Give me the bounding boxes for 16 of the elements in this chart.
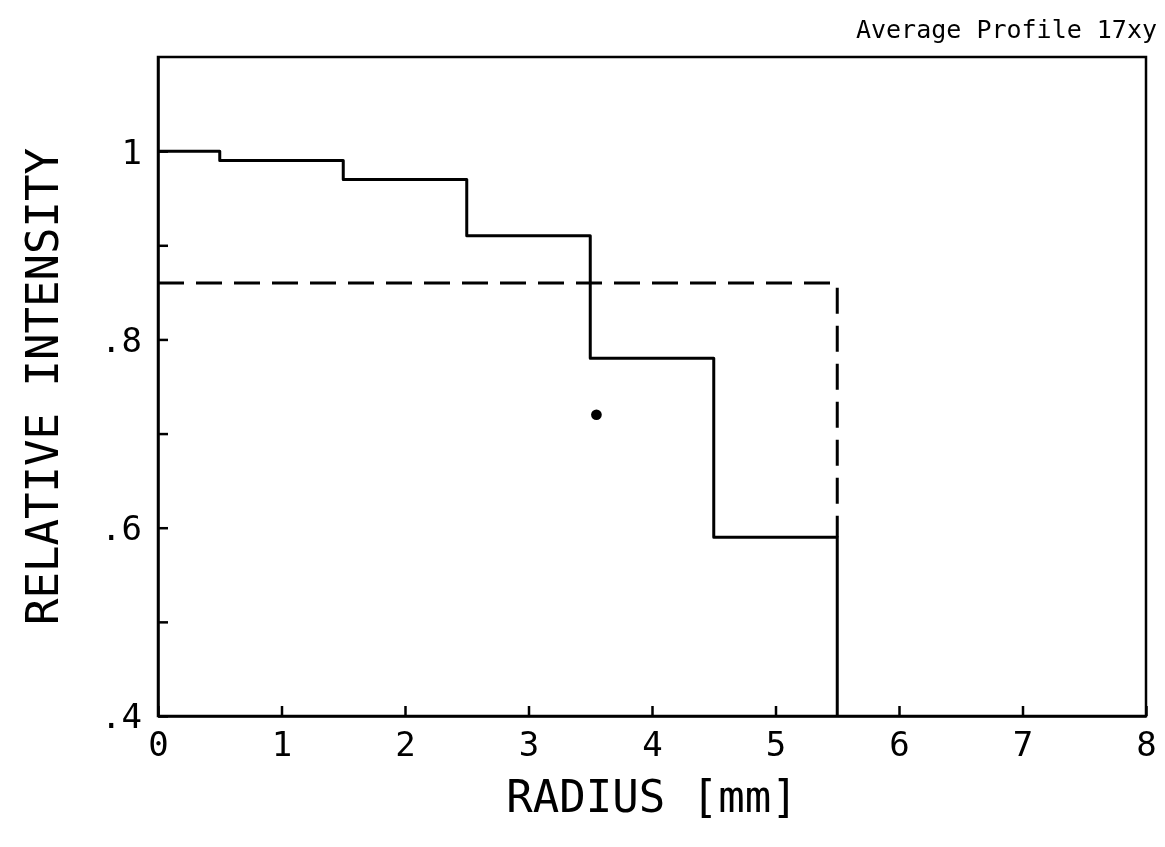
chart-title: Average Profile 17xy bbox=[855, 15, 1157, 44]
x-tick-label: 8 bbox=[1136, 724, 1157, 765]
x-tick-label: 7 bbox=[1012, 724, 1034, 765]
y-tick-label: .4 bbox=[101, 696, 142, 737]
x-tick-label: 5 bbox=[765, 724, 787, 765]
y-tick-label: 1 bbox=[121, 131, 142, 172]
x-axis-title: RADIUS [mm] bbox=[506, 771, 798, 822]
x-tick-label: 3 bbox=[518, 724, 540, 765]
x-tick-label: 2 bbox=[395, 724, 416, 765]
y-axis-title: RELATIVE INTENSITY bbox=[17, 148, 68, 625]
x-tick-label: 0 bbox=[148, 724, 169, 765]
x-tick-label: 4 bbox=[642, 724, 663, 765]
y-tick-label: .6 bbox=[101, 508, 142, 549]
x-tick-label: 1 bbox=[271, 724, 293, 765]
x-tick-label: 6 bbox=[889, 724, 910, 765]
y-tick-label: .8 bbox=[101, 319, 142, 360]
